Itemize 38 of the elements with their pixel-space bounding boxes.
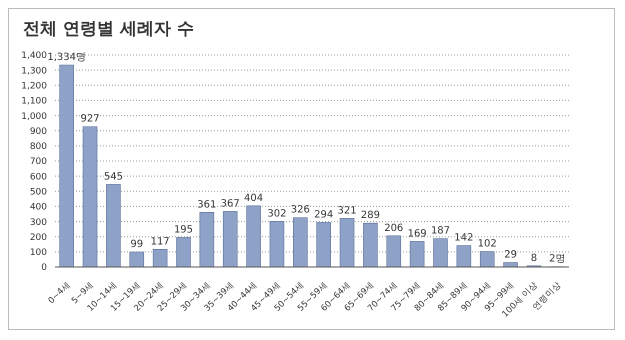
y-tick-label: 700 (30, 157, 48, 168)
y-tick-label: 500 (30, 187, 48, 198)
data-label: 102 (478, 238, 497, 250)
data-label: 142 (454, 232, 474, 244)
data-label: 927 (80, 114, 100, 125)
data-label: 195 (174, 224, 194, 236)
y-tick-label: 200 (30, 232, 48, 243)
data-label: 302 (267, 208, 286, 220)
data-label: 321 (337, 205, 357, 216)
y-tick-label: 1,100 (21, 96, 48, 107)
y-tick-label: 300 (30, 218, 48, 228)
data-label: 404 (244, 192, 264, 204)
y-tick-label: 900 (30, 126, 48, 137)
data-label: 1,334명 (47, 52, 86, 63)
y-tick-label: 600 (30, 172, 48, 182)
y-tick-label: 100 (30, 248, 48, 258)
y-tick-label: 1,400 (21, 51, 48, 62)
y-tick-label: 0 (41, 263, 48, 274)
data-label: 206 (384, 222, 404, 234)
data-label: 545 (104, 171, 123, 182)
y-tick-label: 1,300 (21, 66, 48, 76)
data-label: 29 (504, 250, 517, 261)
data-label: 99 (130, 239, 144, 250)
data-label: 294 (314, 209, 334, 220)
data-label: 326 (290, 204, 310, 216)
y-tick-label: 400 (30, 202, 48, 213)
data-label: 117 (150, 236, 170, 248)
data-label: 367 (220, 198, 240, 210)
y-tick-label: 800 (30, 142, 48, 152)
data-label: 187 (430, 226, 450, 237)
y-tick-label: 1,200 (21, 81, 48, 92)
data-label: 169 (408, 228, 427, 240)
y-tick-label: 1,000 (21, 112, 48, 122)
data-label: 289 (360, 210, 380, 222)
data-label: 361 (197, 199, 216, 210)
chart-title: 전체 연령별 세례자 수 (23, 18, 194, 40)
data-label: 2명 (549, 254, 566, 265)
data-label: 8 (530, 252, 538, 264)
